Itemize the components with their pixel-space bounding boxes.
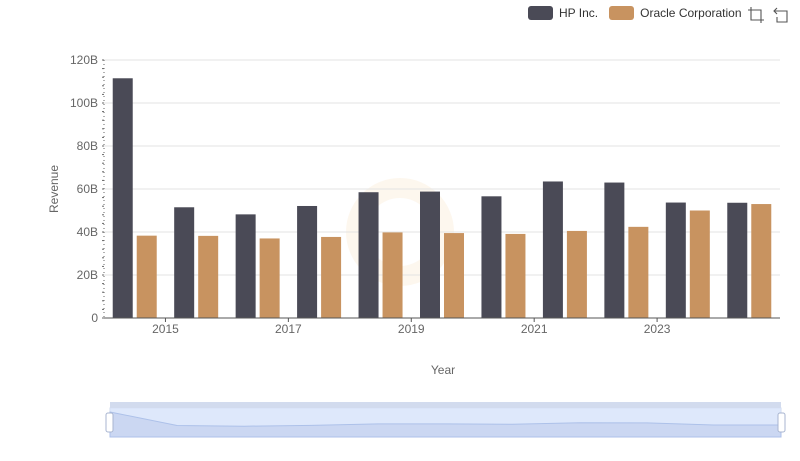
y-tick-label: 20B — [77, 268, 98, 282]
bar-oracle-2020[interactable] — [505, 233, 526, 318]
bar-oracle-2019[interactable] — [444, 233, 464, 318]
y-axis-label: Revenue — [47, 165, 61, 213]
bar-hp-2024[interactable] — [727, 202, 748, 318]
bar-oracle-2015[interactable] — [198, 235, 219, 318]
y-tick-label: 40B — [77, 225, 98, 239]
zoom-slider-handle-right[interactable] — [777, 412, 786, 433]
restore-icon[interactable] — [772, 6, 790, 24]
y-tick-label: 60B — [77, 182, 98, 196]
x-tick-label: 2017 — [275, 322, 302, 336]
legend-label-oracle: Oracle Corporation — [640, 6, 742, 20]
bar-hp-2020[interactable] — [481, 196, 502, 318]
bars — [112, 78, 772, 319]
legend-swatch-hp — [528, 6, 553, 20]
toolbox — [747, 6, 797, 24]
legend-label-hp: HP Inc. — [559, 6, 599, 20]
x-tick-label: 2023 — [644, 322, 671, 336]
bar-oracle-2017[interactable] — [321, 236, 342, 318]
bar-oracle-2021[interactable] — [566, 230, 587, 318]
y-tick-label: 0 — [91, 311, 98, 325]
bar-hp-2021[interactable] — [542, 181, 563, 318]
zoom-slider-handle-left[interactable] — [105, 412, 114, 433]
zoom-slider-preview — [109, 411, 782, 438]
bar-hp-2019[interactable] — [420, 191, 440, 318]
bar-oracle-2014[interactable] — [136, 235, 157, 318]
legend-swatch-oracle — [609, 6, 635, 20]
y-tick-label: 120B — [70, 53, 98, 67]
zoom-slider[interactable] — [105, 402, 786, 438]
bar-hp-2015[interactable] — [174, 207, 195, 318]
y-tick-label: 80B — [77, 139, 98, 153]
zoom-icon[interactable] — [747, 6, 765, 24]
bar-hp-2016[interactable] — [235, 214, 256, 318]
bar-hp-2014[interactable] — [112, 78, 133, 319]
legend-item-hp[interactable]: HP Inc. — [528, 6, 598, 20]
bar-oracle-2023[interactable] — [689, 210, 710, 319]
bar-hp-2018[interactable] — [358, 192, 379, 318]
bar-oracle-2024[interactable] — [751, 204, 772, 318]
x-tick-label: 2019 — [398, 322, 425, 336]
x-tick-label: 2021 — [521, 322, 548, 336]
x-axis-label: Year — [431, 363, 455, 377]
y-tick-label: 100B — [70, 96, 98, 110]
y-axis: 0 20B 40B 60B 80B 100B 120B — [70, 53, 105, 325]
bar-oracle-2018[interactable] — [382, 232, 403, 318]
x-tick-label: 2015 — [152, 322, 179, 336]
bar-hp-2017[interactable] — [297, 205, 318, 318]
zoom-slider-top-bar[interactable] — [110, 402, 781, 408]
legend-item-oracle[interactable]: Oracle Corporation — [609, 6, 742, 20]
x-axis: 2015 2017 2019 2021 2023 — [104, 317, 780, 336]
bar-oracle-2016[interactable] — [259, 238, 280, 318]
bar-hp-2022[interactable] — [604, 182, 625, 318]
bar-hp-2023[interactable] — [665, 202, 686, 318]
bar-oracle-2022[interactable] — [628, 226, 649, 318]
legend: HP Inc. Oracle Corporation — [528, 4, 753, 22]
